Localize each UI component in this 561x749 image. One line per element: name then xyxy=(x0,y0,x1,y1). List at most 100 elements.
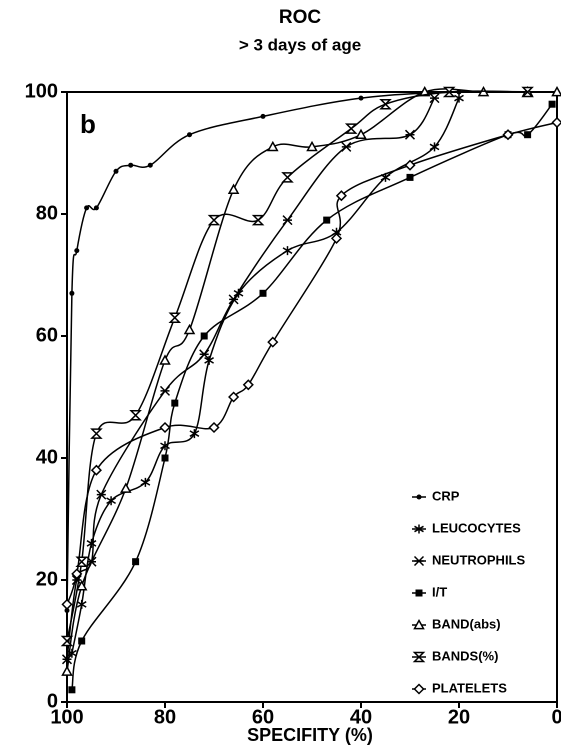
marker xyxy=(418,85,431,97)
series-line xyxy=(66,88,557,672)
marker xyxy=(140,477,151,487)
y-tick-label: 0 xyxy=(47,690,58,712)
marker xyxy=(379,98,392,110)
series-line xyxy=(71,103,553,690)
marker xyxy=(86,538,97,548)
legend-label: NEUTROPHILS xyxy=(432,552,526,567)
marker xyxy=(358,95,364,101)
legend-label: PLATELETS xyxy=(432,680,507,695)
marker xyxy=(204,355,214,365)
legend: CRP LEUCOCYTES NEUTROPHILS I/T BAND(abs) BAND… xyxy=(412,488,526,695)
x-tick-label: 80 xyxy=(154,706,176,728)
marker xyxy=(161,454,169,462)
marker xyxy=(442,86,456,98)
marker xyxy=(406,173,414,181)
marker xyxy=(84,205,90,211)
marker xyxy=(159,354,171,365)
x-tick-label: 100 xyxy=(50,706,83,728)
marker xyxy=(183,323,196,335)
marker xyxy=(228,391,240,403)
chart-subtitle: > 3 days of age xyxy=(239,35,361,54)
x-axis-label: SPECIFITY (%) xyxy=(247,725,373,745)
x-tick-label: 20 xyxy=(448,706,470,728)
marker xyxy=(551,85,561,97)
marker xyxy=(429,142,440,152)
marker xyxy=(259,289,267,297)
legend-label: CRP xyxy=(432,488,460,503)
marker xyxy=(413,683,425,695)
marker xyxy=(132,558,140,566)
legend-label: BAND(abs) xyxy=(432,616,501,631)
marker xyxy=(113,168,119,174)
x-tick-label: 0 xyxy=(551,706,561,728)
marker xyxy=(413,618,425,630)
marker xyxy=(68,686,76,694)
marker xyxy=(335,190,347,202)
marker xyxy=(90,464,102,476)
marker xyxy=(323,216,331,224)
marker xyxy=(306,140,318,152)
marker xyxy=(282,215,293,226)
y-tick-label: 20 xyxy=(36,568,58,590)
marker xyxy=(61,598,73,610)
marker xyxy=(128,162,134,168)
legend-label: BANDS(%) xyxy=(432,648,498,663)
marker xyxy=(355,128,367,140)
marker xyxy=(267,140,279,152)
x-tick-label: 40 xyxy=(350,706,372,728)
marker xyxy=(171,399,179,407)
marker xyxy=(207,214,221,226)
marker xyxy=(415,589,423,597)
marker xyxy=(78,637,86,645)
marker xyxy=(502,129,514,141)
marker xyxy=(120,482,132,493)
plot-frame xyxy=(66,91,558,703)
marker xyxy=(341,141,352,152)
marker xyxy=(75,580,88,591)
marker xyxy=(93,205,99,211)
marker xyxy=(267,336,279,348)
marker xyxy=(90,428,103,439)
marker xyxy=(168,312,182,323)
marker xyxy=(330,232,343,244)
marker xyxy=(200,332,208,340)
marker xyxy=(64,608,70,613)
marker xyxy=(281,172,294,183)
chart-title: ROC xyxy=(279,7,322,28)
marker xyxy=(404,159,416,171)
marker xyxy=(413,555,425,567)
marker xyxy=(199,349,210,360)
legend-label: I/T xyxy=(432,584,447,599)
marker xyxy=(429,93,440,104)
marker xyxy=(414,524,424,534)
marker xyxy=(71,568,83,580)
marker xyxy=(416,494,422,500)
marker xyxy=(96,489,107,500)
marker xyxy=(551,116,561,129)
marker xyxy=(524,131,532,139)
marker xyxy=(189,429,200,439)
marker xyxy=(60,635,74,647)
y-tick-label: 40 xyxy=(36,446,58,468)
marker xyxy=(61,654,73,665)
series-line xyxy=(66,97,436,660)
marker xyxy=(344,123,358,134)
marker xyxy=(74,248,80,254)
legend-label: LEUCOCYTES xyxy=(432,520,521,535)
marker xyxy=(228,294,239,305)
marker xyxy=(147,162,153,168)
y-tick-label: 80 xyxy=(36,202,58,224)
marker xyxy=(242,379,254,391)
marker xyxy=(61,665,73,676)
marker xyxy=(454,93,464,103)
marker xyxy=(129,410,142,421)
marker xyxy=(251,214,265,226)
marker xyxy=(260,113,266,119)
marker xyxy=(548,100,556,108)
x-tick-label: 60 xyxy=(252,706,274,728)
marker xyxy=(106,496,116,506)
marker xyxy=(282,246,293,256)
marker xyxy=(159,385,171,396)
marker xyxy=(412,651,426,663)
